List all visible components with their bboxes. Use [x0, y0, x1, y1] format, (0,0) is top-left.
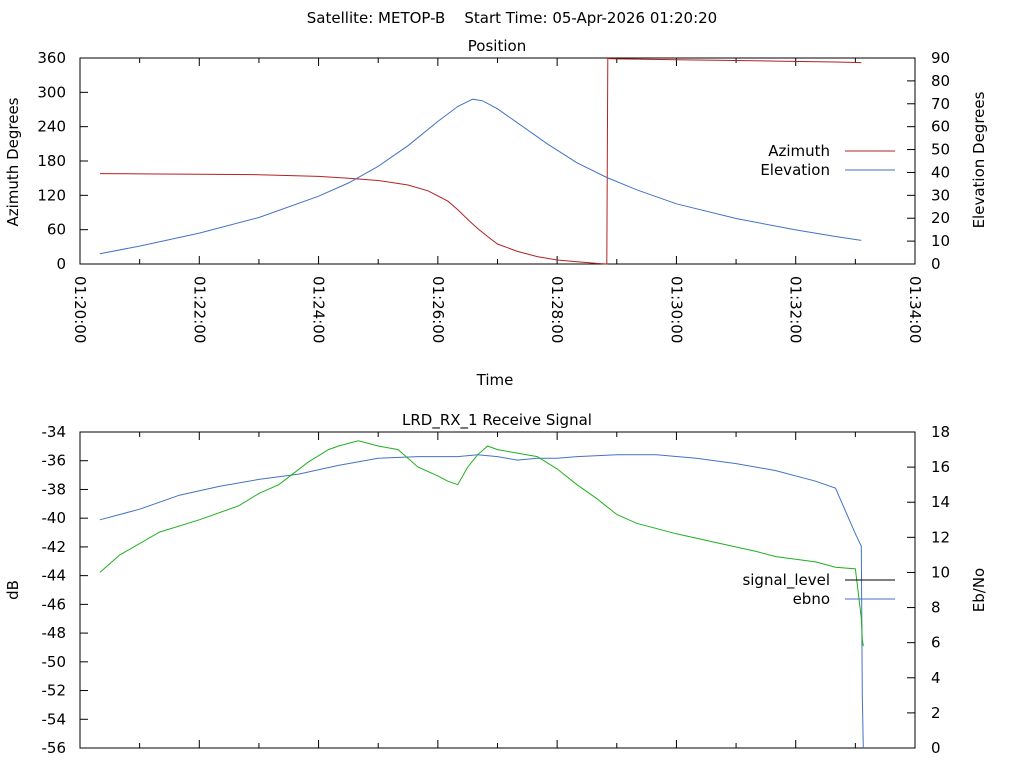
position-y-axis-label: Azimuth Degrees	[4, 97, 22, 226]
y2-tick-label: 30	[931, 186, 950, 204]
y2-tick-label: 8	[931, 599, 941, 617]
y2-tick-label: 10	[931, 563, 950, 581]
y-tick-label: 360	[37, 49, 66, 67]
signal-y2-axis-label: Eb/No	[970, 568, 988, 612]
y-tick-label: -48	[42, 624, 67, 642]
y-tick-label: -42	[42, 538, 67, 556]
position-y2-axis-label: Elevation Degrees	[970, 91, 988, 228]
plot-frame	[79, 431, 916, 749]
figure-header: Satellite: METOP-B Start Time: 05-Apr-20…	[307, 9, 717, 27]
x-tick-label: 01:32:00	[787, 276, 805, 343]
legend-label-ebno: ebno	[793, 590, 830, 608]
y2-tick-label: 70	[931, 95, 950, 113]
y-tick-label: -46	[42, 595, 67, 613]
x-tick-label: 01:22:00	[190, 276, 208, 343]
series-line-azimuth	[99, 57, 862, 265]
position-chart: Position Time Azimuth Degrees Elevation …	[4, 37, 988, 389]
y2-tick-label: 16	[931, 458, 950, 476]
y-tick-label: -38	[42, 480, 67, 498]
receive-signal-chart: LRD_RX_1 Receive Signal dB Eb/No -56 -54 -…	[4, 411, 988, 757]
series-line-elevation	[99, 98, 862, 255]
y2-tick-label: 12	[931, 528, 950, 546]
y2-tick-label: 18	[931, 423, 950, 441]
x-tick-label: 01:24:00	[310, 276, 328, 343]
y2-tick-label: 50	[931, 141, 950, 159]
position-chart-title: Position	[468, 37, 526, 55]
y-tick-label: 120	[37, 186, 66, 204]
y-tick-label: 60	[47, 221, 66, 239]
y2-tick-label: 6	[931, 634, 941, 652]
y2-tick-label: 40	[931, 163, 950, 181]
x-tick-label: 01:26:00	[429, 276, 447, 343]
y-tick-label: -40	[42, 509, 67, 527]
signal-chart-title: LRD_RX_1 Receive Signal	[402, 411, 592, 430]
y-tick-label: 0	[56, 255, 66, 273]
y2-tick-label: 2	[931, 704, 941, 722]
position-x-axis-label: Time	[476, 371, 514, 389]
signal-y-axis-label: dB	[4, 580, 22, 600]
y2-tick-label: 90	[931, 49, 950, 67]
y-tick-label: -36	[42, 452, 67, 470]
y2-tick-label: 4	[931, 669, 941, 687]
y-tick-label: -52	[42, 682, 67, 700]
legend-label-signal-level: signal_level	[742, 571, 830, 590]
series-line-unnamed	[99, 440, 864, 647]
x-tick-label: 01:20:00	[71, 276, 89, 343]
x-tick-label: 01:30:00	[667, 276, 685, 343]
legend-label-elevation: Elevation	[760, 161, 830, 179]
y-tick-label: 180	[37, 152, 66, 170]
y2-tick-label: 60	[931, 118, 950, 136]
y2-tick-label: 0	[931, 739, 941, 757]
y2-tick-label: 14	[931, 493, 950, 511]
legend-label-azimuth: Azimuth	[768, 142, 830, 160]
y-tick-label: -50	[42, 653, 67, 671]
y-tick-label: -44	[42, 567, 67, 585]
series-line-ebno	[99, 454, 864, 749]
y-tick-label: -56	[42, 739, 67, 757]
y2-tick-label: 10	[931, 232, 950, 250]
x-tick-label: 01:34:00	[906, 276, 924, 343]
y-tick-label: -34	[42, 423, 67, 441]
y-tick-label: 300	[37, 83, 66, 101]
x-tick-label: 01:28:00	[548, 276, 566, 343]
y-tick-label: -54	[42, 710, 67, 728]
y-tick-label: 240	[37, 118, 66, 136]
y2-tick-label: 0	[931, 255, 941, 273]
y2-tick-label: 20	[931, 209, 950, 227]
y2-tick-label: 80	[931, 72, 950, 90]
